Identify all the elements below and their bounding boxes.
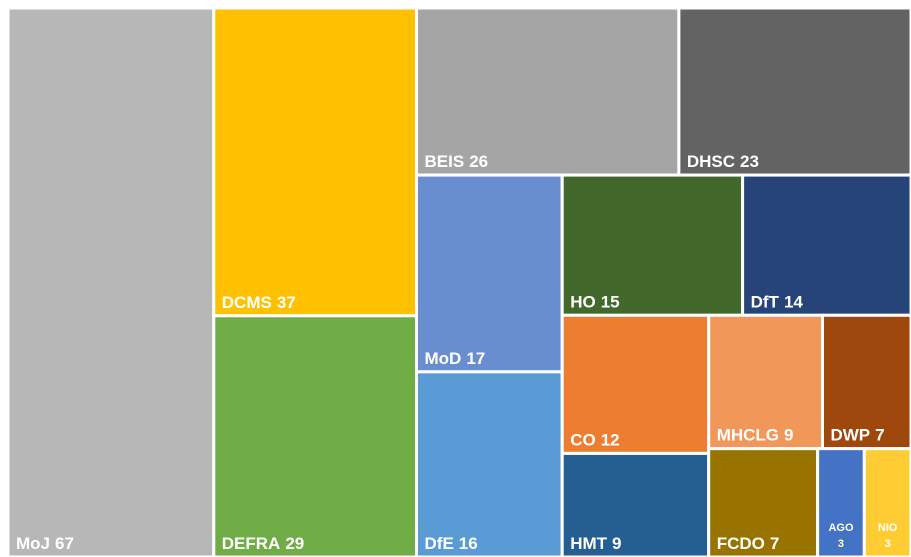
tile-name: AGO [828, 522, 854, 534]
tile [862, 447, 911, 557]
tile-name: MoJ [16, 534, 50, 553]
tile [415, 6, 681, 177]
tile-value: 12 [601, 430, 620, 449]
tile-label: FCDO 7 [717, 534, 780, 553]
tile [741, 173, 911, 317]
tile-name: DCMS [222, 293, 272, 312]
tile-value: 7 [770, 534, 779, 553]
tile [820, 313, 911, 451]
tile-name: DWP [830, 426, 870, 445]
tile-name: MHCLG [717, 426, 779, 445]
tile-name: NIO [878, 522, 898, 534]
tile-value: 16 [459, 534, 478, 553]
tile-value: 9 [784, 426, 793, 445]
tile-label: BEIS 26 [425, 152, 489, 171]
tile [415, 173, 564, 374]
tile-label: MHCLG 9 [717, 426, 794, 445]
tile-name: DEFRA [222, 534, 281, 553]
tile-name: DfT [751, 292, 780, 311]
tile-value: 29 [285, 534, 304, 553]
tile-value: 15 [601, 292, 620, 311]
tile-value: 3 [838, 538, 844, 550]
tile-value: 9 [612, 534, 621, 553]
tile-name: MoD [425, 349, 462, 368]
tile-name: BEIS [425, 152, 465, 171]
tile-label: AGO 3 [828, 522, 854, 550]
tile-name: FCDO [717, 534, 765, 553]
tile-label: HMT 9 [570, 534, 621, 553]
tile [560, 313, 711, 455]
tile-value: 14 [784, 292, 803, 311]
tile-label: DfT 14 [751, 292, 804, 311]
tile-label: CO 12 [570, 430, 619, 449]
tile-label: NIO 3 [878, 522, 898, 550]
tile [212, 314, 418, 557]
tile-value: 7 [875, 426, 884, 445]
tile-label: MoD 17 [425, 349, 486, 368]
tile [560, 173, 745, 317]
tile [707, 447, 820, 557]
tile-value: 3 [885, 538, 891, 550]
tile-label: HO 15 [570, 292, 619, 311]
tile-name: HO [570, 292, 596, 311]
tile [212, 6, 418, 318]
tile-value: 37 [277, 293, 296, 312]
tile-label: DHSC 23 [687, 152, 759, 171]
tile [415, 370, 564, 557]
tile [6, 6, 216, 557]
tile [677, 6, 911, 177]
tile-label: DfE 16 [425, 534, 478, 553]
tile-label: DWP 7 [830, 426, 884, 445]
tile-label: DEFRA 29 [222, 534, 304, 553]
tile-value: 67 [55, 534, 74, 553]
tile-name: DHSC [687, 152, 735, 171]
tile-value: 26 [469, 152, 488, 171]
tile-label: MoJ 67 [16, 534, 74, 553]
tile-value: 23 [740, 152, 759, 171]
tile-name: DfE [425, 534, 454, 553]
tile-value: 17 [466, 349, 485, 368]
tile [707, 313, 824, 451]
tile-label: DCMS 37 [222, 293, 296, 312]
tile-name: CO [570, 430, 596, 449]
tile [816, 447, 866, 557]
tile-name: HMT [570, 534, 607, 553]
